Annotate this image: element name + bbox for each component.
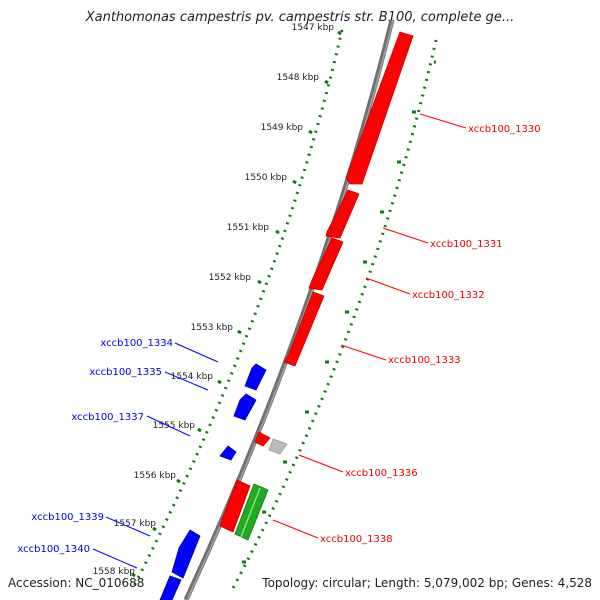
gene-label[interactable]: xccb100_1332 xyxy=(412,290,485,301)
reverse-leader-lines xyxy=(92,342,219,569)
gene-xccb100_1340[interactable] xyxy=(159,575,182,600)
kbp-label: 1552 kbp xyxy=(209,273,252,283)
gene-label[interactable]: xccb100_1336 xyxy=(345,468,418,479)
length-value: 5,079,002 bp; xyxy=(423,576,509,590)
gene-xccb100_1334[interactable] xyxy=(244,363,267,391)
gene-label[interactable]: xccb100_1337 xyxy=(71,412,144,423)
leader-line xyxy=(174,342,219,363)
kbp-labels: 1547 kbp 1548 kbp 1549 kbp 1550 kbp 1551… xyxy=(93,23,335,577)
genome-backbone xyxy=(183,19,395,600)
ruler-tick xyxy=(152,526,157,532)
accession-label: Accession: xyxy=(8,576,72,590)
kbp-label: 1554 kbp xyxy=(171,372,214,382)
ruler-tick xyxy=(308,129,313,135)
forward-leader-lines xyxy=(272,113,467,539)
leader-line xyxy=(382,227,429,244)
leader-line xyxy=(105,516,151,537)
gene-xccb100_1336[interactable] xyxy=(254,431,271,447)
ruler-ticks xyxy=(131,30,342,578)
gene-label[interactable]: xccb100_1338 xyxy=(320,534,393,545)
gene-xccb100_1335[interactable] xyxy=(233,393,257,421)
gene-label[interactable]: xccb100_1333 xyxy=(388,355,461,366)
leader-line xyxy=(92,548,138,569)
ruler-tick xyxy=(176,478,181,484)
reverse-genes[interactable] xyxy=(159,363,267,600)
topology-value: circular; xyxy=(322,576,371,590)
gene-xccb100_1337[interactable] xyxy=(219,445,237,461)
gene-rna-stripe xyxy=(240,487,261,538)
ruler-tick xyxy=(237,329,242,335)
kbp-label: 1558 kbp xyxy=(93,567,136,577)
gene-label[interactable]: xccb100_1334 xyxy=(100,338,173,349)
topology-label: Topology: xyxy=(262,576,319,590)
kbp-label: 1547 kbp xyxy=(292,23,335,33)
ruler-tick xyxy=(324,79,329,85)
gene-rna[interactable] xyxy=(234,483,269,541)
gene-label[interactable]: xccb100_1339 xyxy=(31,512,104,523)
ruler-tick xyxy=(275,229,280,235)
gene-xccb100_1332[interactable] xyxy=(308,237,344,291)
kbp-label: 1556 kbp xyxy=(134,471,177,481)
kbp-label: 1549 kbp xyxy=(261,123,304,133)
kbp-label: 1557 kbp xyxy=(114,519,157,529)
kbp-label: 1550 kbp xyxy=(245,173,288,183)
gene-label[interactable]: xccb100_1331 xyxy=(430,239,503,250)
forward-genes[interactable] xyxy=(219,31,414,541)
ruler-tick xyxy=(337,30,342,36)
kbp-label: 1553 kbp xyxy=(191,323,234,333)
leader-line xyxy=(298,454,344,473)
length-text: 5,079,002 bp xyxy=(423,576,504,590)
kbp-label: 1548 kbp xyxy=(277,73,320,83)
genes-label: Genes: xyxy=(511,576,554,590)
kbp-label: 1551 kbp xyxy=(227,223,270,233)
accession-value: NC_010688 xyxy=(75,576,145,590)
ruler-tick xyxy=(131,572,136,578)
leader-line xyxy=(340,344,387,361)
leader-line xyxy=(272,519,319,539)
genome-summary: Topology: circular; Length: 5,079,002 bp… xyxy=(262,576,592,590)
gene-xccb100_1336b[interactable] xyxy=(268,438,288,455)
gene-xccb100_1339[interactable] xyxy=(171,529,201,579)
genes-value: 4,528 xyxy=(557,576,592,590)
gene-label[interactable]: xccb100_1340 xyxy=(17,544,90,555)
gene-xccb100_1338[interactable] xyxy=(219,479,251,533)
leader-line xyxy=(365,277,411,295)
ruler-tick xyxy=(197,427,202,433)
outer-ticks xyxy=(242,60,436,564)
gene-xccb100_1331[interactable] xyxy=(325,189,360,239)
kbp-label: 1555 kbp xyxy=(153,421,196,431)
ruler-tick xyxy=(217,379,222,385)
gene-label[interactable]: xccb100_1335 xyxy=(89,367,162,378)
leader-line xyxy=(419,113,467,129)
gene-xccb100_1333[interactable] xyxy=(283,291,325,367)
leader-line xyxy=(164,371,209,391)
gene-xccb100_1330[interactable] xyxy=(345,31,414,185)
accession-info: Accession: NC_010688 xyxy=(8,576,144,590)
ruler-tick xyxy=(257,279,262,285)
reverse-gene-labels[interactable]: xccb100_1334 xccb100_1335 xccb100_1337 x… xyxy=(17,338,173,555)
ruler-tick xyxy=(292,179,297,185)
forward-gene-labels[interactable]: xccb100_1330 xccb100_1331 xccb100_1332 x… xyxy=(320,124,541,545)
length-label: Length: xyxy=(374,576,421,590)
genome-backbone-highlight xyxy=(186,19,394,600)
leader-line xyxy=(146,415,191,437)
map-title: Xanthomonas campestris pv. campestris st… xyxy=(85,10,515,25)
gene-label[interactable]: xccb100_1330 xyxy=(468,124,541,135)
topology-text: circular xyxy=(322,576,367,590)
